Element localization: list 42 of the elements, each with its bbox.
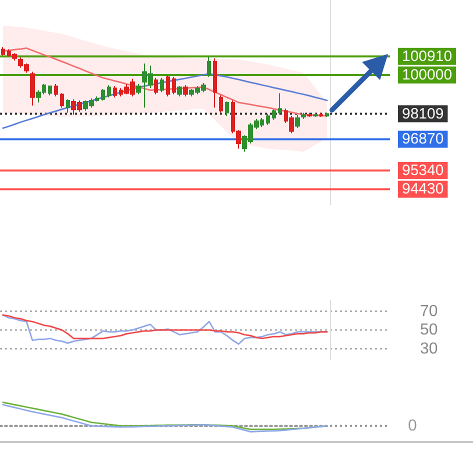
candlestick — [113, 86, 117, 98]
candlestick — [166, 74, 170, 97]
candlestick — [177, 86, 182, 97]
y-tick-label: 100910 — [402, 48, 452, 65]
candlestick — [319, 112, 323, 118]
y-tick-label: 95340 — [402, 162, 444, 180]
candlestick — [266, 113, 270, 126]
candlestick — [60, 92, 64, 108]
y-tick-label: 50 — [420, 322, 438, 338]
line-series — [2, 47, 328, 117]
candlestick — [48, 86, 52, 96]
y-tick-label: 98109 — [402, 105, 444, 122]
candlestick — [207, 56, 211, 78]
candlestick — [107, 84, 111, 98]
candlestick — [154, 77, 158, 95]
candlestick — [219, 94, 223, 114]
line-series — [2, 314, 328, 340]
candlestick — [183, 84, 188, 97]
candlestick — [295, 114, 300, 129]
y-tick-label: 70 — [420, 302, 438, 320]
candlestick — [301, 112, 306, 120]
candlestick — [213, 58, 217, 108]
candlestick — [313, 112, 318, 118]
candlestick — [225, 100, 229, 116]
y-tick-label: 96870 — [402, 130, 444, 148]
candlestick — [272, 109, 276, 120]
candlestick — [278, 92, 282, 116]
y-tick-label: 30 — [420, 340, 438, 358]
candlestick — [101, 88, 105, 101]
candlestick — [54, 84, 58, 97]
candlestick — [1, 46, 5, 56]
candlestick — [160, 77, 164, 93]
y-tick-label: 100000 — [402, 66, 452, 84]
candlestick — [172, 76, 176, 95]
candlestick — [325, 112, 329, 118]
y-tick-label: 94430 — [402, 180, 444, 198]
line-series — [2, 73, 328, 129]
candlestick — [307, 112, 312, 118]
candlestick — [30, 71, 35, 106]
candlestick — [136, 84, 141, 95]
candlestick — [66, 98, 70, 114]
ref-line-label: 0 — [408, 417, 417, 434]
